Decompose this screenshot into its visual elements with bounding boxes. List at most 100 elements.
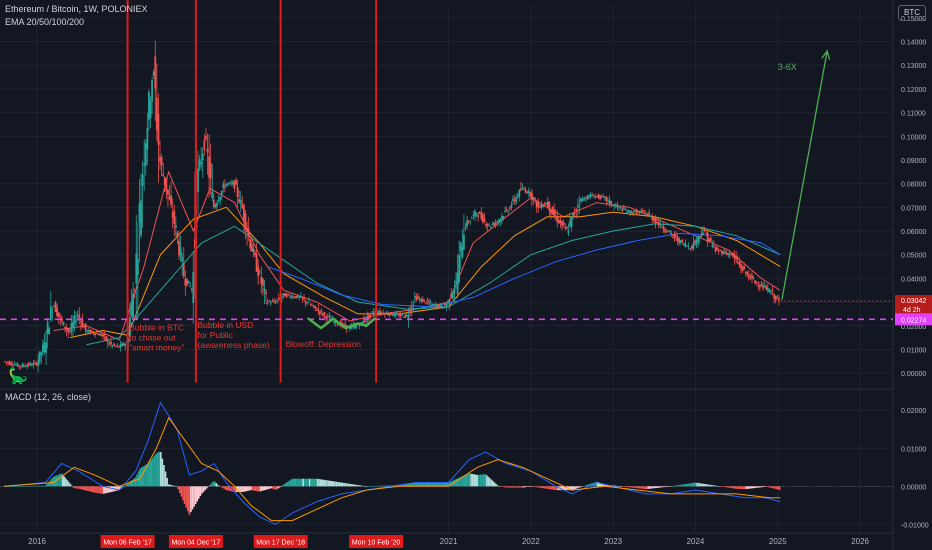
candle-body xyxy=(599,195,601,199)
candle-body xyxy=(24,366,27,368)
candle-body xyxy=(117,346,120,348)
candle-body xyxy=(306,303,309,304)
macd-histogram-bar xyxy=(387,485,390,487)
candle-body xyxy=(486,224,489,227)
candle-body xyxy=(369,313,372,315)
macd-histogram-bar xyxy=(25,485,28,487)
candle-body xyxy=(614,206,617,208)
candle-body xyxy=(739,263,742,268)
candle-body xyxy=(557,220,560,224)
macd-histogram-bar xyxy=(422,482,425,487)
candle-body xyxy=(402,317,405,318)
macd-histogram-bar xyxy=(470,473,472,487)
candle-body xyxy=(206,148,209,153)
macd-histogram-bar xyxy=(167,484,170,487)
candle-body xyxy=(665,231,668,233)
macd-histogram-bar xyxy=(399,484,401,487)
candle-body xyxy=(320,310,323,312)
candle-body xyxy=(394,313,397,316)
macd-histogram-bar xyxy=(31,485,34,487)
macd-histogram-bar xyxy=(228,486,230,491)
macd-histogram-bar xyxy=(579,486,582,488)
macd-histogram-bar xyxy=(142,466,145,487)
currency-button[interactable]: BTC xyxy=(898,5,926,21)
candle-body xyxy=(592,197,595,198)
candle-body xyxy=(152,71,155,76)
macd-histogram-bar xyxy=(72,486,75,488)
macd-histogram-bar xyxy=(508,486,510,488)
candle-body xyxy=(124,343,127,347)
macd-histogram-bar xyxy=(275,486,278,490)
macd-histogram-bar xyxy=(416,482,419,487)
macd-histogram-bar xyxy=(349,483,352,487)
macd-histogram-bar xyxy=(704,484,707,487)
candle-body xyxy=(521,187,524,189)
candle-body xyxy=(578,204,581,206)
macd-histogram-bar xyxy=(740,486,743,490)
candle-body xyxy=(434,304,437,307)
macd-histogram-bar xyxy=(677,485,680,487)
macd-histogram-bar xyxy=(95,486,97,493)
candle-body xyxy=(76,315,79,317)
macd-histogram-bar xyxy=(756,486,759,488)
macd-histogram-bar xyxy=(514,486,517,488)
time-tick-label: 2026 xyxy=(851,537,869,546)
macd-histogram-bar xyxy=(307,478,309,487)
macd-histogram-bar xyxy=(76,486,78,489)
macd-histogram-bar xyxy=(321,479,324,487)
price-axis[interactable]: 0.000000.010000.020000.030000.040000.050… xyxy=(895,16,932,378)
macd-histogram-bar xyxy=(286,482,289,487)
candle-body xyxy=(284,293,286,297)
candle-body xyxy=(268,300,271,302)
candle-body xyxy=(676,237,679,241)
macd-histogram-bar xyxy=(645,486,648,490)
candle-body xyxy=(13,364,16,366)
candle-body xyxy=(318,311,321,315)
macd-histogram-bar xyxy=(744,486,746,490)
time-axis[interactable]: 2016 2021 2022 2023 2024 2025 2026 Mon 06 Feb '… xyxy=(0,532,893,548)
price-tick-label: 0.09000 xyxy=(901,158,926,165)
macd-histogram-bar xyxy=(297,478,300,487)
macd-histogram-bar xyxy=(180,486,183,497)
macd-histogram-bar xyxy=(278,486,281,488)
macd-histogram-bar xyxy=(319,479,322,487)
candle-body xyxy=(637,211,639,212)
macd-histogram-bar xyxy=(669,486,672,487)
macd-axis[interactable]: -0.01000 0.00000 0.01000 0.02000 xyxy=(901,408,929,529)
macd-histogram-bar xyxy=(79,486,81,490)
candle-body xyxy=(193,239,196,248)
highlighted-date-badge xyxy=(168,535,223,548)
candle-body xyxy=(119,344,122,348)
macd-histogram-bar xyxy=(376,485,379,487)
candle-body xyxy=(293,297,296,299)
candle-body xyxy=(458,255,461,282)
candle-body xyxy=(48,328,51,335)
candle-body xyxy=(337,324,340,326)
candle-body xyxy=(78,314,81,319)
candle-body xyxy=(654,218,657,224)
macd-histogram-bar xyxy=(653,486,656,489)
candle-body xyxy=(467,221,470,223)
candle-body xyxy=(456,272,459,294)
macd-histogram-bar xyxy=(216,484,219,487)
candle-body xyxy=(238,199,241,203)
candle-body xyxy=(686,245,688,247)
macd-histogram-bar xyxy=(441,482,444,487)
candle-body xyxy=(261,278,264,286)
macd-histogram-bar xyxy=(628,486,631,488)
candle-body xyxy=(711,244,714,247)
macd-histogram-bar xyxy=(604,484,607,487)
candle-body xyxy=(21,364,24,367)
price-tick-label: 0.05000 xyxy=(901,253,926,260)
annotation-line: to chase out xyxy=(129,333,176,343)
macd-indicator-label[interactable]: MACD (12, 26, close) xyxy=(5,392,92,402)
candle-body xyxy=(326,316,329,317)
price-tick-label: 0.08000 xyxy=(901,182,926,189)
candle-body xyxy=(632,212,635,214)
macd-histogram-bar xyxy=(713,485,716,487)
candle-body xyxy=(379,310,381,314)
ema-indicator-label[interactable]: EMA 20/50/100/200 xyxy=(5,17,85,27)
macd-histogram-bar xyxy=(359,485,362,487)
macd-histogram-bar xyxy=(636,486,639,489)
